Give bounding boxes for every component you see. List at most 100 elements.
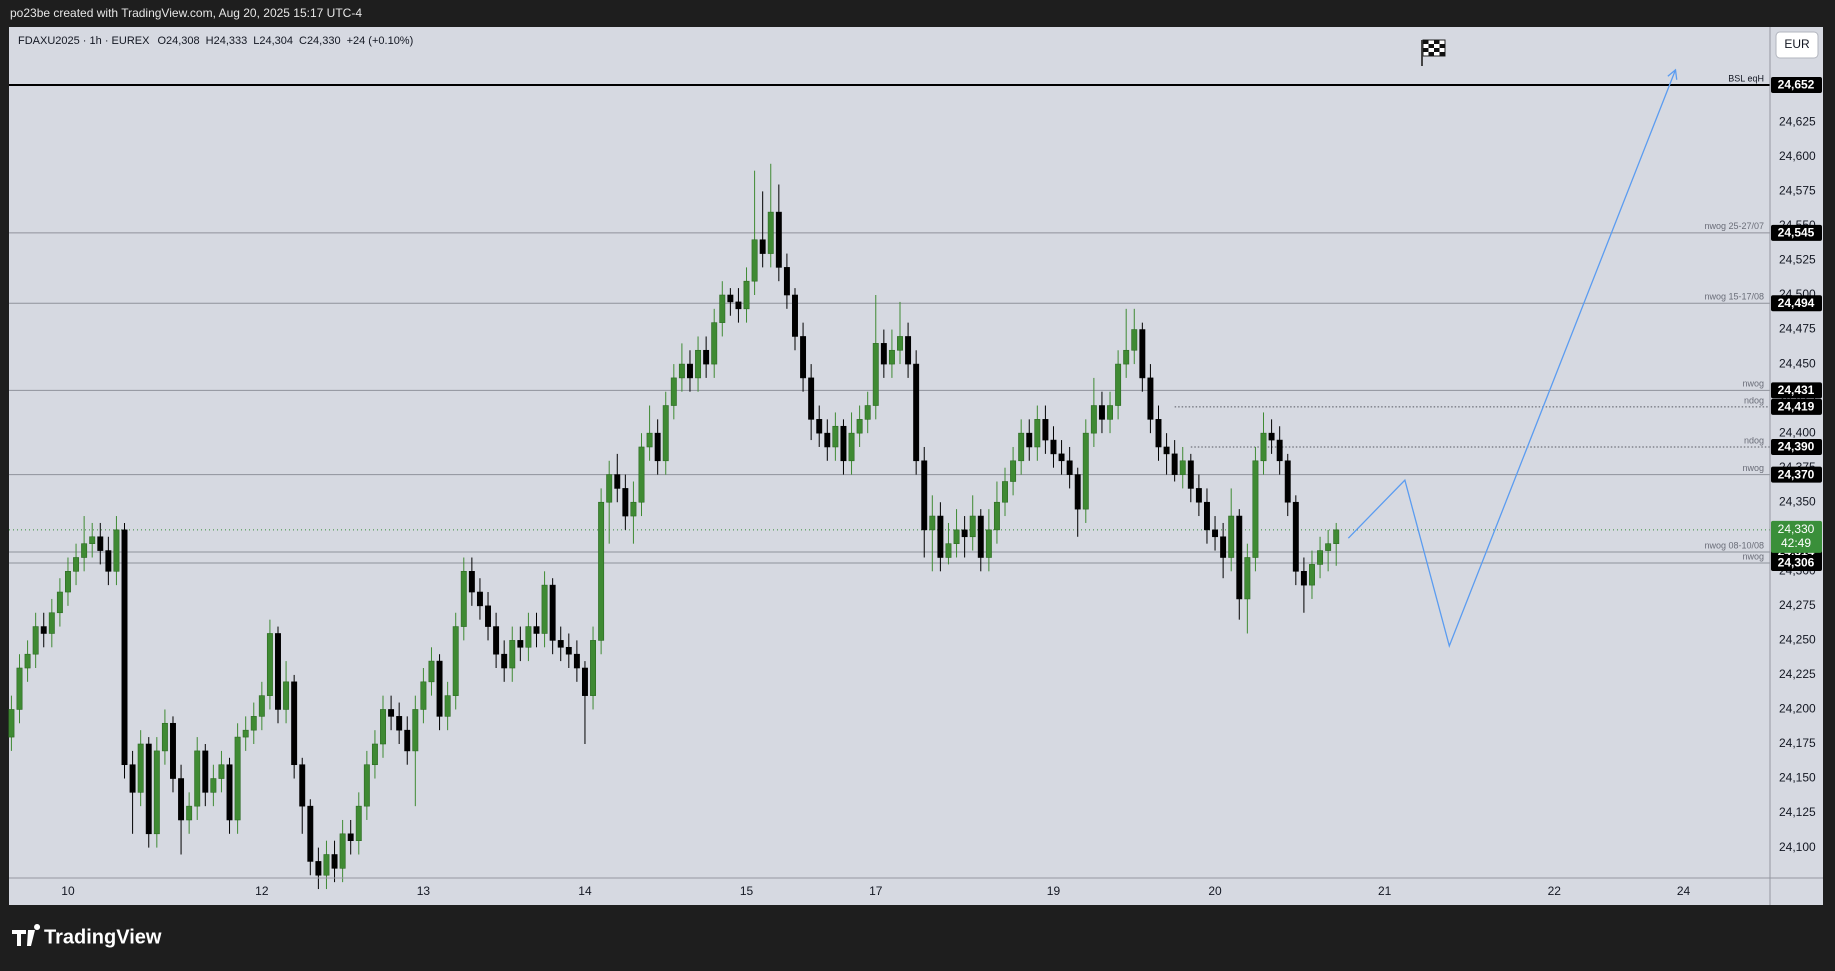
ohlc-open: O24,308 xyxy=(157,35,199,47)
candle-body xyxy=(1325,543,1332,551)
level-text: ndog xyxy=(1744,435,1764,445)
candle-body xyxy=(194,750,201,807)
candle-body xyxy=(1090,405,1097,434)
candle-body xyxy=(137,743,144,793)
candle-body xyxy=(1026,432,1033,448)
candle-body xyxy=(1292,501,1299,572)
candle-body xyxy=(1058,453,1065,462)
candle-body xyxy=(864,405,871,420)
candle-body xyxy=(40,626,47,634)
candle-body xyxy=(767,211,774,254)
candle-body xyxy=(1212,529,1219,538)
candle-body xyxy=(1268,432,1275,441)
candle-body xyxy=(331,854,338,869)
candle-body xyxy=(840,425,847,462)
level-price-box xyxy=(1771,466,1822,483)
candle-body xyxy=(1300,571,1307,586)
candle-body xyxy=(121,529,128,766)
candle-body xyxy=(1179,460,1186,475)
countdown-label: 42:49 xyxy=(1781,536,1811,550)
candle-body xyxy=(816,419,823,434)
x-tick-label: 10 xyxy=(61,884,75,898)
candle-body xyxy=(872,343,879,406)
x-tick-label: 14 xyxy=(578,884,592,898)
symbol-title: FDAXU2025 · 1h · EUREX xyxy=(18,35,150,47)
candle-body xyxy=(961,529,968,538)
projection-arrowhead xyxy=(1667,68,1678,80)
x-tick-label: 15 xyxy=(740,884,754,898)
candle-body xyxy=(1139,329,1146,379)
candle-body xyxy=(161,722,168,752)
y-tick-label: 24,625 xyxy=(1779,114,1816,128)
candle-body xyxy=(97,536,104,551)
last-price-box xyxy=(1771,520,1822,553)
candle-body xyxy=(573,653,580,669)
candle-body xyxy=(1050,439,1057,455)
candle-body xyxy=(929,515,936,531)
candle-body xyxy=(452,626,459,696)
candle-body xyxy=(921,460,928,531)
candle-body xyxy=(56,591,63,614)
candle-body xyxy=(291,681,298,766)
candle-body xyxy=(428,660,435,683)
candle-body xyxy=(250,716,257,731)
candle-body xyxy=(606,474,613,503)
candle-body xyxy=(1155,419,1162,448)
candle-body xyxy=(65,571,71,593)
candle-body xyxy=(622,488,629,517)
candle-body xyxy=(719,294,726,323)
candle-body xyxy=(129,764,136,793)
level-text: nwog xyxy=(1742,379,1764,389)
candle-body xyxy=(614,474,621,489)
candle-body xyxy=(775,211,782,268)
candle-body xyxy=(638,446,645,503)
candle-body xyxy=(1228,515,1235,558)
candle-body xyxy=(210,778,217,793)
candle-body xyxy=(380,709,386,745)
y-tick-label: 24,200 xyxy=(1779,702,1816,716)
candle-body xyxy=(905,336,912,365)
candle-body xyxy=(202,750,209,793)
finish-flag xyxy=(1421,39,1446,66)
currency-button[interactable] xyxy=(1775,31,1819,59)
candle-body xyxy=(792,294,798,337)
candle-body xyxy=(89,536,96,544)
candle-body xyxy=(598,501,605,641)
candle-body xyxy=(1276,439,1283,462)
candle-body xyxy=(444,695,451,717)
candle-body xyxy=(670,377,677,406)
candle-body xyxy=(759,239,766,254)
x-tick-label: 12 xyxy=(255,884,269,898)
level-text: nwog xyxy=(1742,551,1764,561)
y-tick-label: 24,100 xyxy=(1779,840,1816,854)
candle-body xyxy=(800,336,807,379)
level-price-label: 24,431 xyxy=(1778,383,1815,397)
candle-body xyxy=(355,805,362,841)
candle-body xyxy=(509,640,516,669)
candle-body xyxy=(897,336,903,351)
candle-body xyxy=(557,640,564,648)
brand-logo xyxy=(12,924,41,946)
y-tick-label: 24,575 xyxy=(1779,184,1816,198)
candle-body xyxy=(549,584,556,641)
candle-body xyxy=(1010,460,1017,482)
candle-body xyxy=(1074,474,1081,510)
candle-body xyxy=(501,653,508,669)
candle-body xyxy=(646,432,653,448)
candle-body xyxy=(153,750,160,835)
level-price-box xyxy=(1771,438,1822,455)
candle-body xyxy=(1236,515,1243,600)
candle-body xyxy=(339,833,346,869)
candle-body xyxy=(662,405,669,462)
candle-body xyxy=(73,557,80,572)
candle-body xyxy=(105,550,112,572)
candle-body xyxy=(485,605,491,627)
level-text: nwog 25-27/07 xyxy=(1704,221,1764,231)
candle-body xyxy=(396,716,403,731)
candle-body xyxy=(993,501,1000,531)
y-tick-label: 24,175 xyxy=(1779,736,1816,750)
candle-body xyxy=(186,805,193,821)
candle-body xyxy=(347,833,354,841)
level-text: ndog xyxy=(1744,395,1764,405)
candle-body xyxy=(1115,363,1122,406)
